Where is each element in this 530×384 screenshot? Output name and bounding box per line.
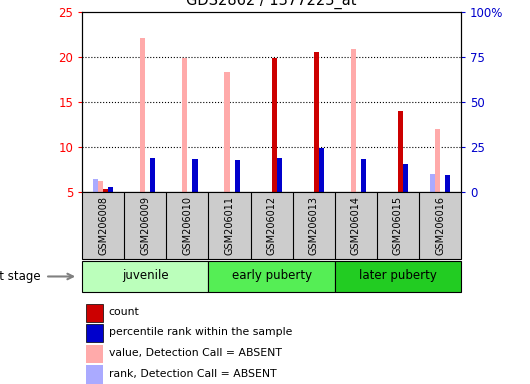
Text: GSM206008: GSM206008 (98, 196, 108, 255)
Bar (98, 181, 103, 192)
Bar (445, 175, 450, 192)
Bar (108, 187, 113, 192)
Bar (192, 159, 198, 192)
Bar (86, 366, 103, 384)
Bar (86, 324, 103, 342)
Bar (140, 38, 145, 192)
Text: GSM206013: GSM206013 (309, 196, 319, 255)
Bar (361, 159, 366, 192)
Bar (86, 303, 103, 322)
Bar (398, 111, 403, 192)
Bar (93, 179, 98, 192)
Bar (430, 174, 435, 192)
Text: juvenile: juvenile (122, 269, 169, 282)
Text: GSM206010: GSM206010 (182, 196, 192, 255)
Text: GSM206012: GSM206012 (267, 196, 277, 255)
Bar (351, 50, 356, 192)
Bar (403, 164, 408, 192)
Bar (182, 58, 188, 192)
Bar (319, 148, 324, 192)
Bar (277, 158, 282, 192)
Bar (151, 158, 155, 192)
Text: GSM206015: GSM206015 (393, 196, 403, 255)
Bar (271, 58, 277, 192)
Bar (235, 159, 240, 192)
Text: GSM206011: GSM206011 (225, 196, 234, 255)
Bar (225, 72, 229, 192)
Bar (335, 261, 461, 292)
Title: GDS2862 / 1377223_at: GDS2862 / 1377223_at (187, 0, 357, 9)
Bar (82, 261, 208, 292)
Bar (314, 52, 319, 192)
Text: GSM206016: GSM206016 (435, 196, 445, 255)
Text: GSM206014: GSM206014 (351, 196, 361, 255)
Bar (435, 129, 440, 192)
Text: rank, Detection Call = ABSENT: rank, Detection Call = ABSENT (109, 369, 276, 379)
Bar (208, 261, 335, 292)
Text: count: count (109, 307, 139, 317)
Text: percentile rank within the sample: percentile rank within the sample (109, 328, 292, 338)
Text: development stage: development stage (0, 270, 41, 283)
Bar (86, 345, 103, 363)
Text: value, Detection Call = ABSENT: value, Detection Call = ABSENT (109, 348, 281, 358)
Bar (103, 189, 108, 192)
Text: early puberty: early puberty (232, 269, 312, 282)
Text: GSM206009: GSM206009 (140, 196, 151, 255)
Text: later puberty: later puberty (359, 269, 437, 282)
